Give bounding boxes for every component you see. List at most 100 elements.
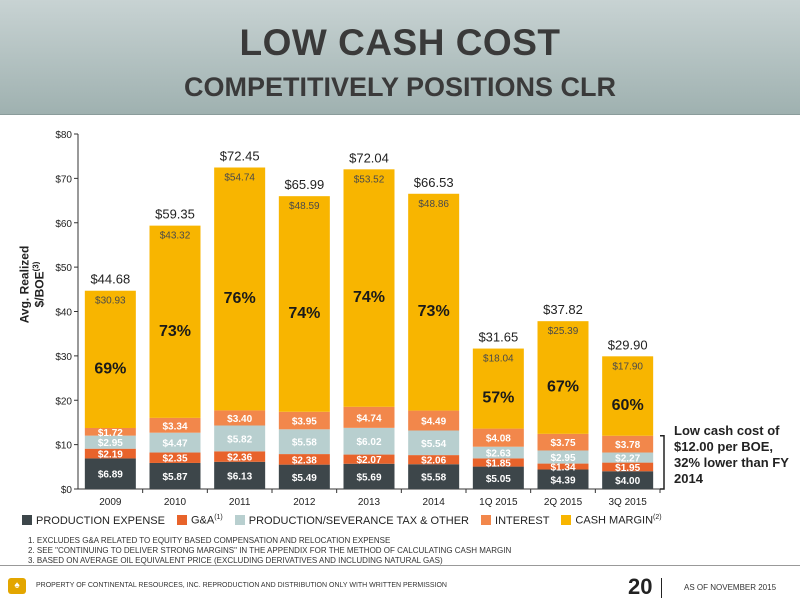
x-tick-label: 2013	[358, 497, 381, 508]
total-value-label: $59.35	[155, 207, 195, 222]
segment-value-label: $1.85	[486, 458, 511, 469]
bar-segment	[343, 463, 395, 489]
bar-segment	[214, 167, 266, 411]
segment-value-label: $5.58	[421, 473, 446, 484]
cash-margin-value-label: $30.93	[95, 296, 126, 307]
legend-item: G&A(1)	[176, 514, 223, 527]
segment-value-label: $3.95	[292, 417, 317, 428]
bar-segment	[149, 452, 201, 463]
bar-segment	[214, 451, 266, 462]
bar-segment	[214, 410, 266, 426]
cash-margin-value-label: $48.59	[289, 201, 320, 212]
bar-segment	[472, 466, 524, 489]
bar-segment	[602, 356, 654, 436]
bar-segment	[84, 448, 136, 459]
legend-swatch	[22, 514, 32, 525]
footnote: 1. EXCLUDES G&A RELATED TO EQUITY BASED …	[28, 536, 391, 545]
y-tick-label: $80	[55, 130, 72, 141]
segment-value-label: $6.89	[98, 470, 123, 481]
total-value-label: $37.82	[543, 302, 583, 317]
margin-percent-label: 69%	[94, 360, 126, 377]
x-tick-label: 1Q 2015	[479, 497, 518, 508]
cash-margin-value-label: $54.74	[224, 173, 255, 184]
company-logo-icon: ♠	[8, 578, 26, 594]
segment-value-label: $2.38	[292, 455, 317, 466]
legend-item: INTEREST	[481, 514, 550, 527]
bar-segment	[343, 406, 395, 428]
segment-value-label: $4.08	[486, 434, 511, 445]
cash-margin-value-label: $18.04	[483, 354, 514, 365]
bar-segment	[602, 435, 654, 453]
legend-footnote-mark: (2)	[653, 514, 662, 521]
segment-value-label: $3.75	[550, 438, 575, 449]
legend-item: PRODUCTION/SEVERANCE TAX & OTHER	[234, 514, 470, 527]
legend-label: PRODUCTION/SEVERANCE TAX & OTHER	[248, 514, 470, 527]
y-tick-label: $10	[55, 441, 72, 452]
margin-percent-label: 74%	[353, 289, 385, 306]
bar-segment	[278, 411, 330, 430]
segment-value-label: $3.40	[227, 414, 252, 425]
margin-percent-label: 76%	[224, 290, 256, 307]
margin-percent-label: 57%	[482, 390, 514, 407]
cash-margin-value-label: $43.32	[160, 231, 191, 242]
legend-label: INTEREST	[495, 514, 550, 527]
margin-percent-label: 73%	[418, 303, 450, 320]
legend-label: PRODUCTION EXPENSE	[36, 514, 165, 527]
bar-segment	[214, 461, 266, 489]
legend-swatch	[176, 514, 187, 525]
margin-percent-label: 73%	[159, 323, 191, 340]
segment-value-label: $6.02	[356, 437, 381, 448]
segment-value-label: $3.78	[615, 440, 640, 451]
bar-segment	[472, 446, 524, 459]
bar-segment	[278, 429, 330, 455]
page-subtitle: COMPETITIVELY POSITIONS CLR	[183, 72, 617, 102]
cash-margin-value-label: $48.86	[418, 199, 449, 210]
x-tick-label: 3Q 2015	[608, 497, 647, 508]
legend-label: G&A	[190, 514, 215, 527]
segment-value-label: $4.00	[615, 476, 640, 487]
segment-value-label: $2.95	[98, 438, 123, 449]
segment-value-label: $5.82	[227, 434, 252, 445]
bar-segment	[149, 417, 201, 433]
footnote: 2. SEE "CONTINUING TO DELIVER STRONG MAR…	[28, 546, 512, 555]
cash-margin-value-label: $53.52	[354, 174, 385, 185]
segment-value-label: $4.47	[162, 439, 187, 450]
total-value-label: $29.90	[608, 337, 648, 352]
bar-segment	[278, 196, 330, 412]
segment-value-label: $6.13	[227, 471, 252, 482]
bar-segment	[537, 450, 589, 464]
bar-segment	[408, 455, 460, 465]
segment-value-label: $5.58	[292, 438, 317, 449]
segment-value-label: $2.27	[615, 454, 640, 465]
y-tick-label: $60	[55, 219, 72, 230]
segment-value-label: $1.34	[550, 463, 575, 474]
bar-segment	[472, 428, 524, 447]
title-banner: LOW CASH COST COMPETITIVELY POSITIONS CL…	[0, 0, 800, 115]
cash-margin-value-label: $25.39	[548, 326, 579, 337]
x-tick-label: 2009	[99, 497, 122, 508]
segment-value-label: $4.39	[550, 475, 575, 486]
segment-value-label: $2.35	[162, 454, 187, 465]
segment-value-label: $5.69	[356, 472, 381, 483]
bar-segment	[84, 458, 136, 489]
page-number: 20	[628, 574, 653, 599]
page-number-divider	[661, 578, 662, 598]
x-tick-label: 2014	[423, 497, 446, 508]
y-tick-label: $50	[55, 263, 72, 274]
footnotes: 1. EXCLUDES G&A RELATED TO EQUITY BASED …	[28, 536, 511, 566]
segment-value-label: $2.95	[550, 453, 575, 464]
bar-segment	[214, 425, 266, 452]
segment-value-label: $5.49	[292, 473, 317, 484]
x-tick-label: 2012	[293, 497, 316, 508]
page-title: LOW CASH COST	[239, 22, 561, 63]
chart-legend: PRODUCTION EXPENSE G&A(1) PRODUCTION/SEVER…	[22, 514, 674, 527]
legend-footnote-mark: (1)	[214, 514, 223, 521]
bar-segment	[343, 454, 395, 464]
y-tick-label: $70	[55, 174, 72, 185]
bar-segment	[537, 433, 589, 451]
legend-swatch	[481, 514, 492, 525]
stacked-bar-chart: $0$10$20$30$40$50$60$70$80$6.89$2.19$2.9…	[55, 130, 665, 508]
legend-item: PRODUCTION EXPENSE	[22, 514, 165, 527]
total-value-label: $66.53	[414, 175, 454, 190]
bar-segment	[408, 193, 460, 411]
